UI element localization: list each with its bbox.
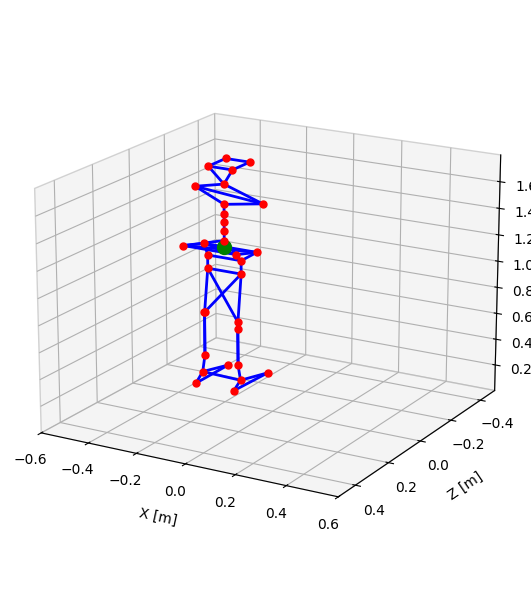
Y-axis label: Z [m]: Z [m] bbox=[445, 469, 485, 502]
X-axis label: X [m]: X [m] bbox=[138, 506, 178, 528]
